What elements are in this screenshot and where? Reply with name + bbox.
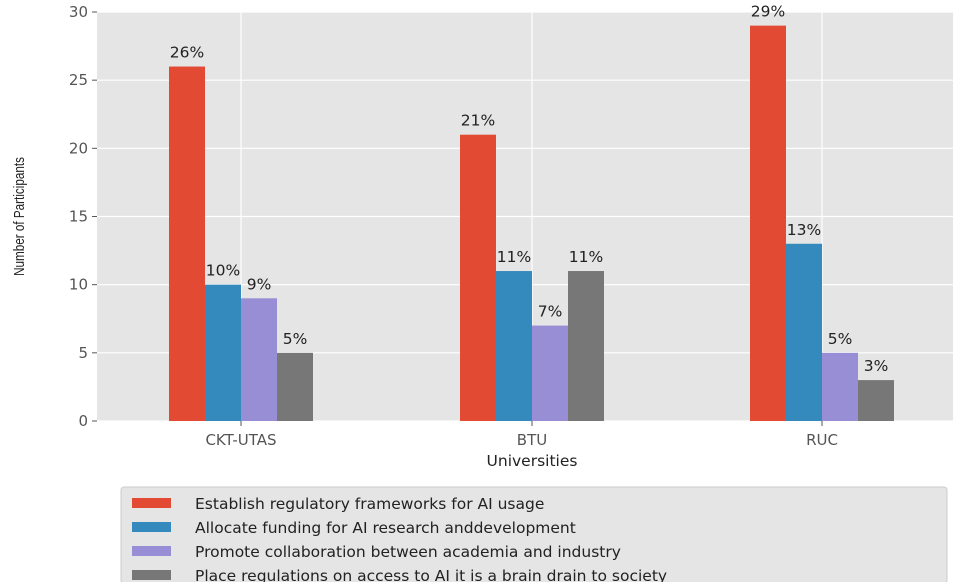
x-ticks: CKT-UTAS BTU RUC: [205, 421, 838, 449]
data-label: 26%: [170, 44, 204, 62]
y-tick-label: 20: [69, 139, 88, 157]
data-label: 13%: [787, 221, 821, 239]
bar: [750, 25, 786, 422]
legend-entry: Promote collaboration between academia a…: [195, 543, 621, 561]
legend-entry: Allocate funding for AI research anddeve…: [195, 519, 576, 537]
y-axis-label: Number of Participants: [11, 157, 28, 276]
y-tick-label: 0: [78, 412, 88, 430]
data-label: 11%: [569, 248, 603, 266]
y-tick-label: 5: [78, 344, 88, 362]
y-ticks: 0 5 10 15 20 25 30: [69, 3, 97, 430]
x-axis-label: Universities: [487, 452, 578, 470]
bar: [822, 352, 858, 421]
y-tick-label: 30: [69, 3, 88, 21]
bar: [460, 134, 496, 421]
bar: [241, 298, 277, 421]
data-label: 9%: [247, 275, 272, 293]
bar: [786, 243, 822, 421]
legend-swatch: [132, 522, 171, 532]
data-labels: 26% 21% 29% 10% 11% 13% 9% 7% 5% 5% 11% 3%: [170, 3, 889, 375]
bar: [277, 352, 313, 421]
legend-box: [120, 486, 948, 582]
legend-swatch: [132, 570, 171, 580]
data-label: 7%: [538, 303, 563, 321]
data-label: 5%: [828, 330, 853, 348]
data-label: 10%: [206, 262, 240, 280]
y-tick-label: 15: [69, 208, 88, 226]
bar: [496, 271, 532, 421]
y-tick-label: 10: [69, 276, 88, 294]
bars: [169, 25, 894, 422]
data-label: 11%: [497, 248, 531, 266]
x-tick-label: CKT-UTAS: [205, 431, 276, 449]
legend: Establish regulatory frameworks for AI u…: [120, 486, 948, 582]
bar: [205, 284, 241, 421]
legend-swatch: [132, 498, 171, 508]
bar: [532, 325, 568, 421]
data-label: 21%: [461, 112, 495, 130]
legend-entry: Place regulations on access to AI it is …: [195, 567, 667, 582]
data-label: 3%: [864, 357, 889, 375]
legend-swatch: [132, 546, 171, 556]
bar: [169, 66, 205, 422]
x-tick-label: RUC: [806, 431, 838, 449]
y-tick-label: 25: [69, 71, 88, 89]
bar: [858, 380, 894, 421]
legend-entry: Establish regulatory frameworks for AI u…: [195, 495, 544, 513]
x-tick-label: BTU: [517, 431, 547, 449]
data-label: 5%: [283, 330, 308, 348]
data-label: 29%: [751, 3, 785, 21]
bar: [568, 271, 604, 421]
